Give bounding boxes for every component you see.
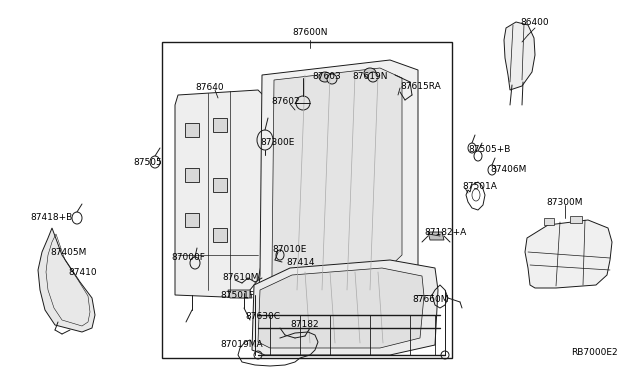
Text: 87501F: 87501F [220,291,254,300]
Polygon shape [544,218,554,225]
Text: 87019MA: 87019MA [220,340,262,349]
Bar [213,118,227,132]
Polygon shape [570,216,582,223]
Polygon shape [428,232,444,240]
Text: 87418+B: 87418+B [30,213,72,222]
Text: 87000F: 87000F [171,253,205,262]
Ellipse shape [327,74,337,84]
Text: 87615RA: 87615RA [400,82,441,91]
Polygon shape [258,268,424,348]
Text: 87505: 87505 [134,158,163,167]
Polygon shape [272,68,402,295]
Text: 87300M: 87300M [547,198,583,207]
Polygon shape [525,220,612,288]
Bar [185,123,199,137]
Ellipse shape [319,72,331,82]
Text: 87640: 87640 [196,83,224,92]
Text: 86400: 86400 [521,18,549,27]
Bar [185,213,199,227]
Text: 87410: 87410 [68,268,97,277]
Text: 87406M: 87406M [490,165,526,174]
Polygon shape [175,90,263,298]
Text: RB7000E2: RB7000E2 [571,348,618,357]
Polygon shape [38,228,95,332]
Text: 87182: 87182 [290,320,319,329]
Polygon shape [252,260,438,355]
Polygon shape [504,22,535,90]
Text: 87182+A: 87182+A [424,228,467,237]
Text: 87600N: 87600N [292,28,328,37]
Text: 87602: 87602 [272,97,300,106]
Text: 87414: 87414 [286,258,314,267]
Text: 87505+B: 87505+B [468,145,510,154]
Text: 87603: 87603 [312,72,341,81]
Ellipse shape [364,68,376,78]
Text: 87010E: 87010E [272,245,307,254]
Polygon shape [258,60,418,308]
Text: 87405M: 87405M [50,248,86,257]
Text: 87501A: 87501A [462,182,497,191]
Bar [185,168,199,182]
Ellipse shape [368,72,378,82]
Text: 87630C: 87630C [245,312,280,321]
Bar [213,178,227,192]
Text: 87300E: 87300E [261,138,295,147]
Text: 87610M: 87610M [222,273,259,282]
Polygon shape [228,290,252,298]
Bar [162,42,452,358]
Text: 87619N: 87619N [352,72,388,81]
Bar [213,228,227,242]
Text: 87660M: 87660M [412,295,449,304]
